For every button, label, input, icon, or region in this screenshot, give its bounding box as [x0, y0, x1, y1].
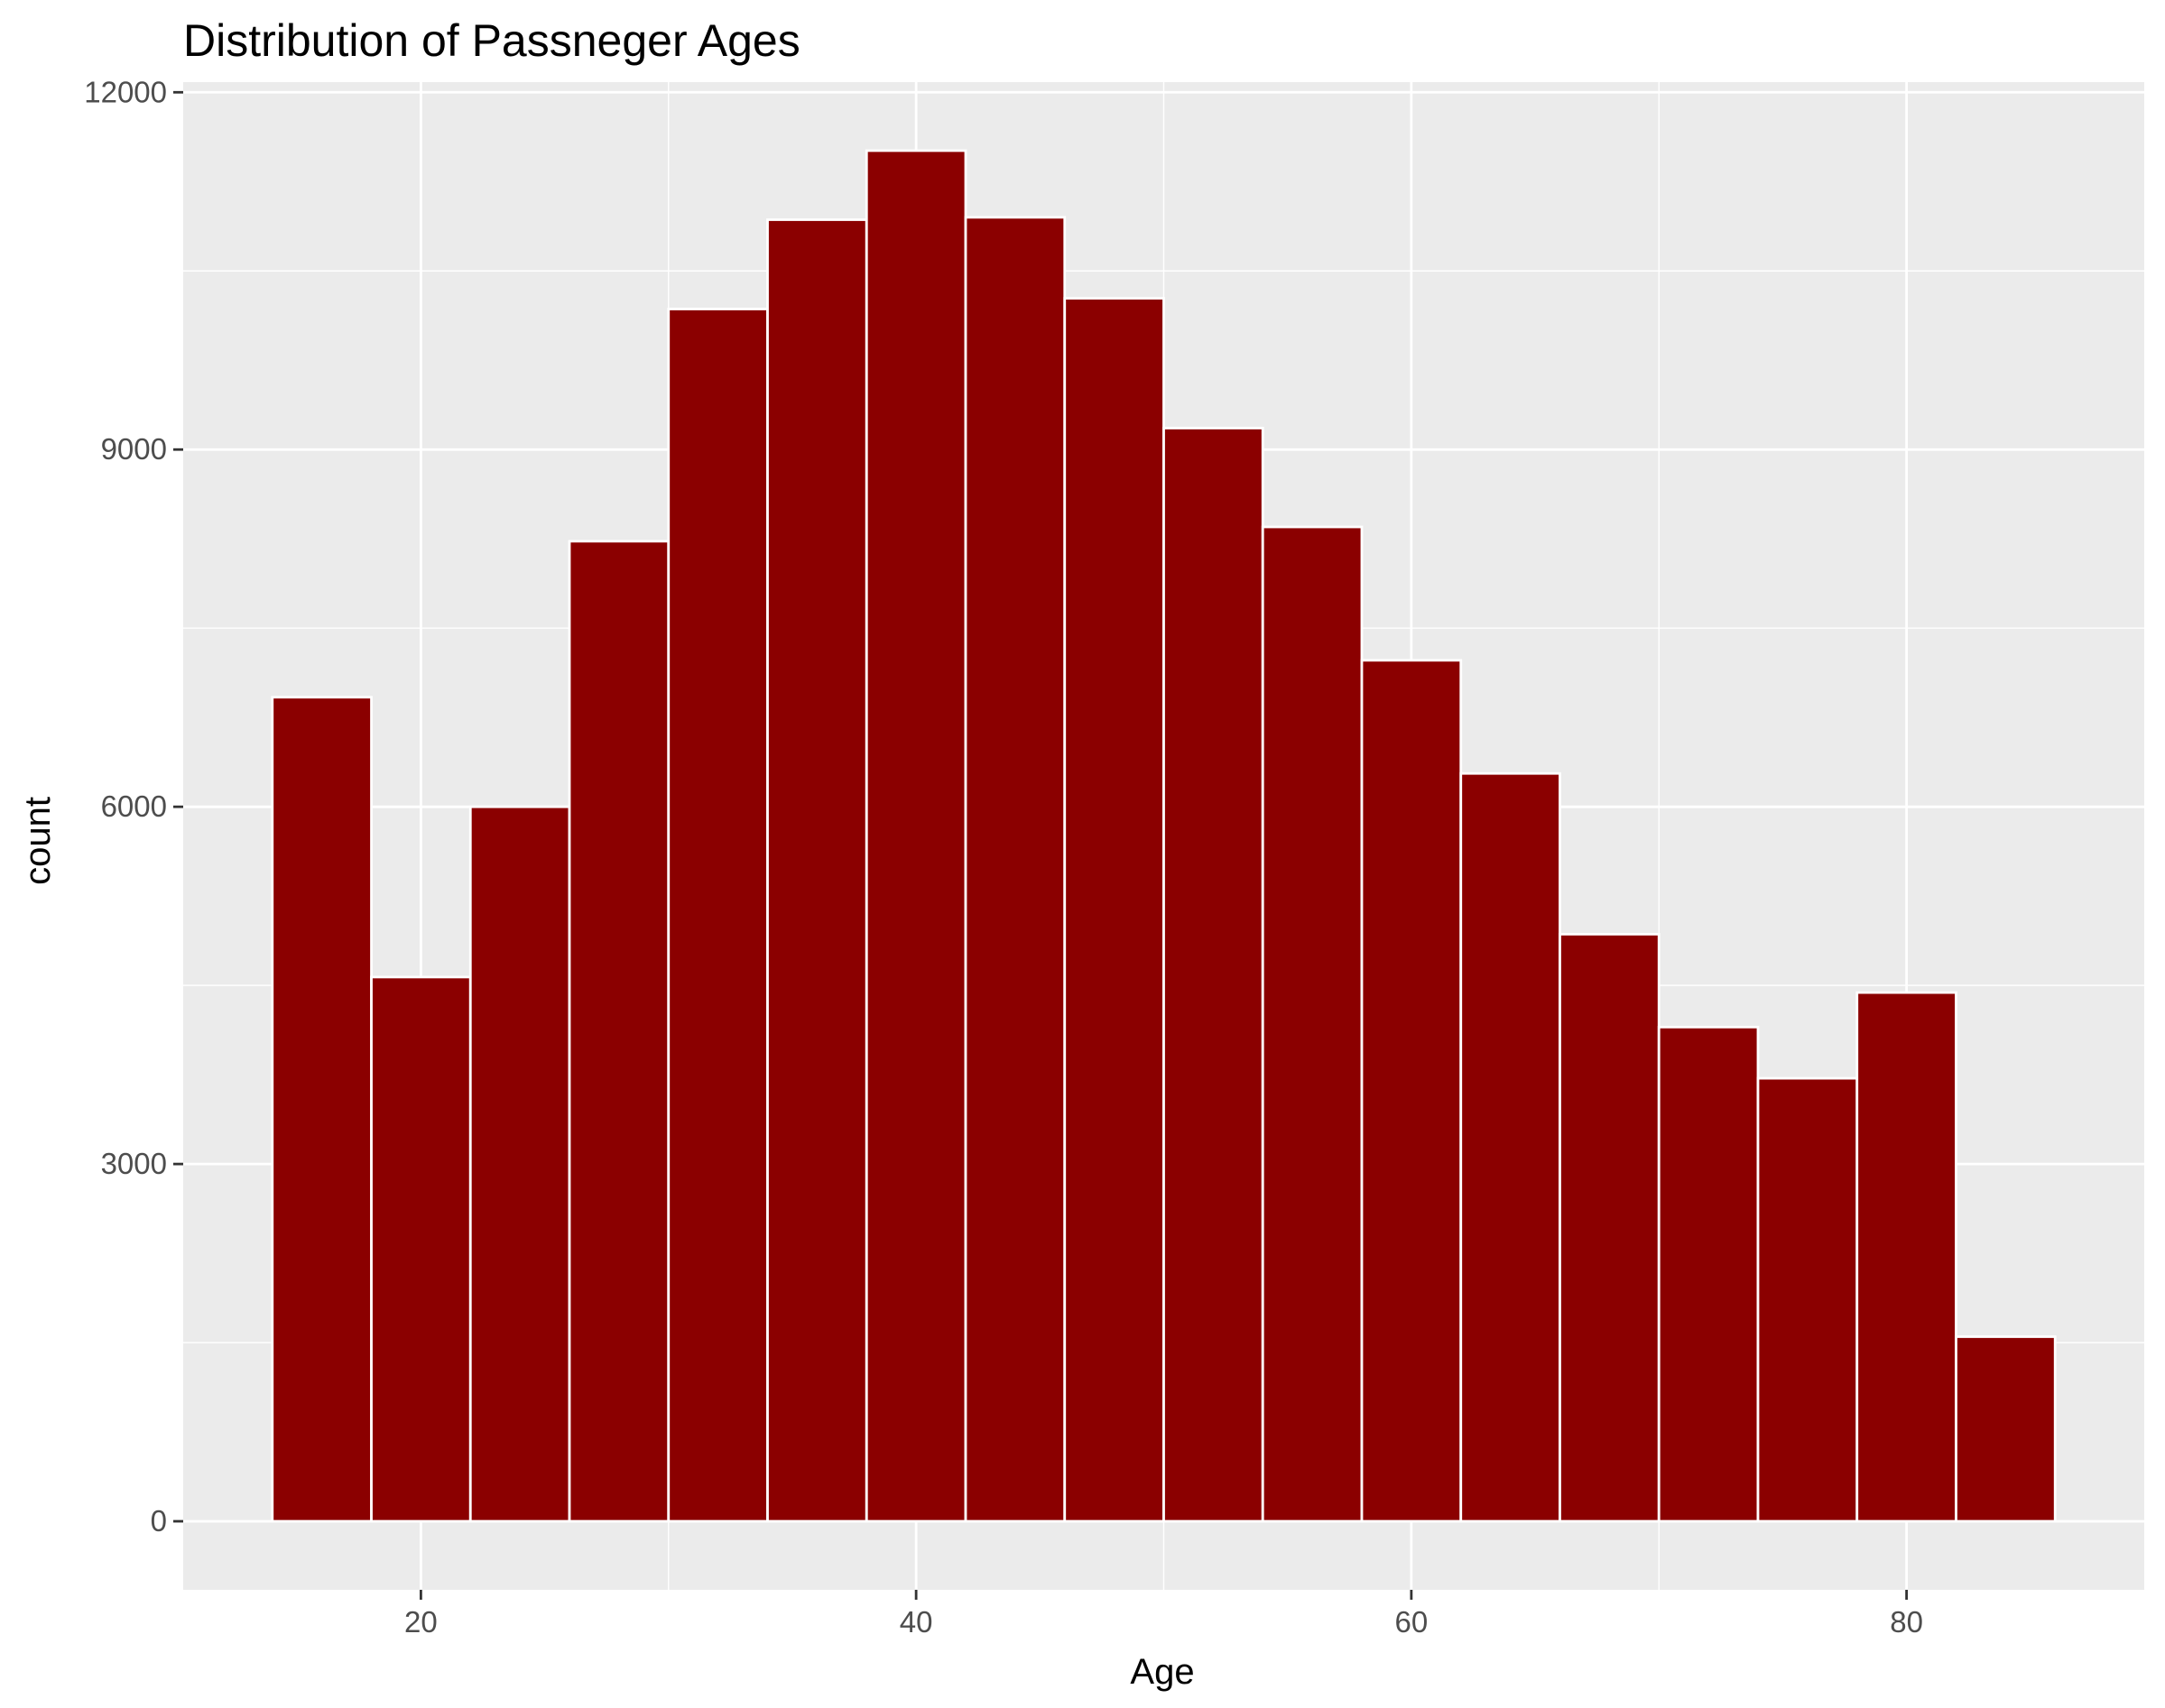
histogram-bar	[1559, 932, 1661, 1523]
histogram-bar	[370, 975, 472, 1523]
axes: 0 3000 6000 9000 12000 20 40 60 80	[84, 75, 1923, 1639]
histogram-bar	[1855, 991, 1957, 1523]
histogram-bars	[271, 149, 2057, 1523]
y-tick-label: 12000	[84, 75, 167, 108]
x-tick-label: 80	[1890, 1605, 1923, 1639]
y-tick-label: 6000	[101, 789, 167, 823]
x-axis-title: Age	[1130, 1652, 1194, 1692]
y-axis-title: count	[18, 797, 58, 885]
histogram-bar	[568, 540, 671, 1523]
histogram-bar	[1162, 427, 1264, 1523]
x-tick-label: 60	[1395, 1605, 1429, 1639]
y-tick-label: 9000	[101, 432, 167, 466]
histogram-bar	[865, 149, 967, 1523]
histogram-bar	[766, 218, 868, 1523]
histogram-bar	[1756, 1076, 1859, 1523]
histogram-bar	[1261, 525, 1364, 1523]
histogram-bar	[1063, 297, 1165, 1523]
histogram-bar	[271, 696, 373, 1523]
histogram-bar	[964, 216, 1067, 1523]
histogram-bar	[468, 805, 571, 1523]
histogram-bar	[1955, 1335, 2057, 1523]
x-tick-label: 40	[900, 1605, 933, 1639]
histogram-bar	[667, 308, 769, 1523]
histogram-bar	[1360, 659, 1463, 1523]
y-tick-label: 3000	[101, 1147, 167, 1180]
chart-title: Distribution of Passneger Ages	[183, 15, 800, 66]
histogram-bar	[1459, 771, 1561, 1523]
histogram-bar	[1657, 1025, 1760, 1523]
y-tick-label: 0	[151, 1504, 167, 1537]
x-tick-label: 20	[404, 1605, 438, 1639]
